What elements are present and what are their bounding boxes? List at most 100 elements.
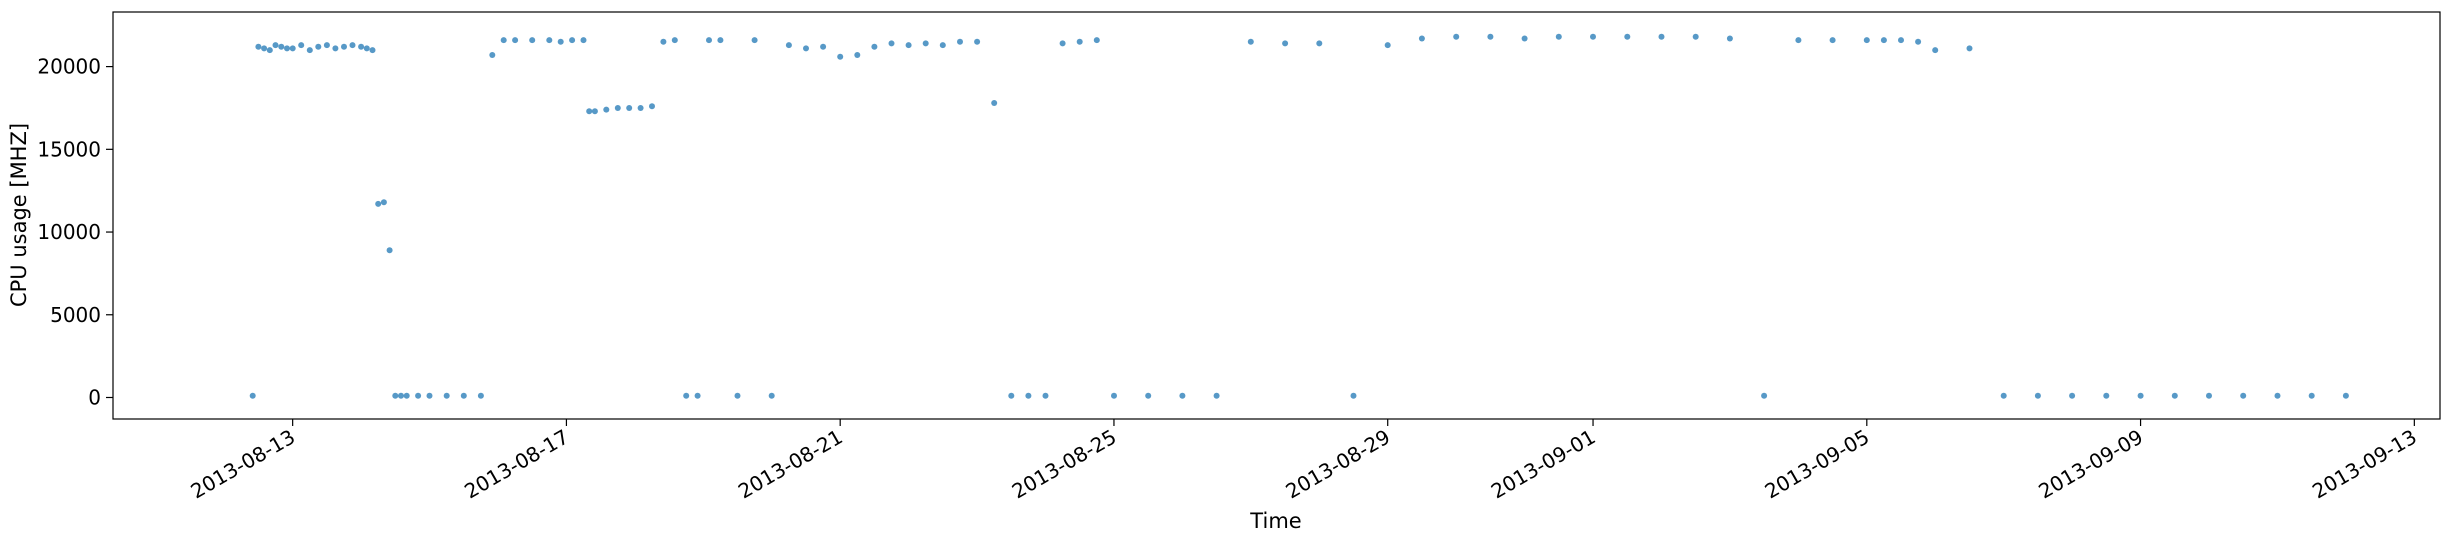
y-tick-label: 0 — [88, 385, 101, 409]
data-point — [2240, 392, 2247, 399]
x-tick-label: 2013-08-29 — [1282, 425, 1395, 504]
data-point — [803, 45, 809, 52]
data-point — [2103, 392, 2110, 399]
data-point — [694, 392, 701, 399]
data-point — [1880, 37, 1887, 44]
data-point — [298, 42, 305, 49]
x-tick-label: 2013-09-09 — [2034, 425, 2147, 504]
data-point — [2206, 392, 2212, 399]
data-point — [768, 392, 775, 399]
x-tick-label: 2013-09-01 — [1487, 425, 1600, 504]
data-point — [888, 40, 895, 47]
data-point — [403, 392, 410, 399]
data-point — [489, 52, 496, 58]
data-point — [637, 105, 644, 111]
data-point — [1042, 392, 1049, 399]
data-point — [974, 38, 981, 45]
data-point — [529, 37, 536, 44]
data-point — [1059, 40, 1066, 47]
data-point — [1966, 45, 1973, 52]
data-point — [2000, 392, 2007, 399]
data-point — [991, 100, 998, 106]
data-point — [1076, 38, 1083, 45]
data-point — [272, 42, 279, 49]
data-point — [278, 43, 285, 50]
data-point — [957, 38, 963, 45]
data-point — [1590, 33, 1596, 40]
data-point — [512, 37, 519, 44]
data-point — [341, 43, 347, 50]
y-tick-label: 10000 — [37, 220, 101, 244]
data-point — [443, 392, 450, 399]
plot-frame — [112, 11, 2441, 420]
data-point — [734, 392, 741, 399]
data-point — [1898, 37, 1904, 44]
data-point — [1418, 35, 1425, 42]
y-tick-label: 15000 — [37, 137, 101, 161]
data-point — [626, 105, 633, 111]
data-point — [284, 45, 290, 52]
data-point — [332, 45, 339, 52]
data-point — [1247, 38, 1254, 45]
data-point — [255, 43, 262, 50]
y-axis-ticks: 0 5000 10000 15000 20000 — [37, 55, 113, 409]
data-point — [363, 45, 370, 52]
data-point — [1487, 33, 1494, 40]
data-point — [266, 47, 273, 54]
data-point — [289, 45, 296, 52]
data-point — [1111, 392, 1117, 399]
data-point — [671, 37, 678, 44]
data-point — [477, 392, 484, 399]
data-point — [1829, 37, 1836, 44]
data-point — [358, 43, 365, 50]
x-tick-label: 2013-09-13 — [2308, 425, 2421, 504]
data-point — [398, 392, 404, 399]
data-point — [580, 37, 587, 44]
data-point — [1384, 42, 1391, 49]
data-point — [854, 52, 861, 58]
data-point — [500, 37, 507, 44]
data-point — [249, 392, 256, 399]
data-point — [939, 42, 946, 49]
data-point — [1658, 33, 1665, 40]
data-point — [1179, 392, 1186, 399]
data-point — [1521, 35, 1528, 42]
data-point — [1795, 37, 1802, 44]
data-point — [2069, 392, 2076, 399]
scatter-points — [249, 33, 2349, 399]
data-point — [392, 392, 399, 399]
data-point — [375, 200, 382, 207]
data-point — [261, 45, 268, 52]
data-point — [569, 37, 576, 44]
data-point — [922, 40, 929, 47]
x-tick-label: 2013-08-17 — [460, 425, 573, 504]
data-point — [820, 43, 827, 50]
data-point — [1863, 37, 1870, 44]
data-point — [871, 43, 878, 50]
data-point — [591, 108, 598, 115]
data-point — [460, 392, 467, 399]
data-point — [1761, 392, 1768, 399]
data-point — [2137, 392, 2144, 399]
data-point — [2342, 392, 2349, 399]
data-point — [1282, 40, 1289, 47]
data-point — [1350, 392, 1357, 399]
data-point — [1093, 37, 1100, 44]
data-point — [614, 105, 621, 111]
data-point — [660, 38, 667, 45]
data-point — [386, 247, 393, 254]
data-point — [1555, 33, 1562, 40]
data-point — [905, 42, 912, 49]
data-point — [706, 37, 712, 44]
data-point — [1213, 392, 1220, 399]
data-point — [546, 37, 553, 44]
x-tick-label: 2013-08-13 — [186, 425, 299, 504]
data-point — [717, 37, 724, 44]
data-point — [1915, 38, 1922, 45]
data-point — [323, 42, 330, 49]
data-point — [2274, 392, 2281, 399]
data-point — [837, 53, 844, 60]
data-point — [1624, 33, 1631, 40]
data-point — [586, 108, 593, 115]
